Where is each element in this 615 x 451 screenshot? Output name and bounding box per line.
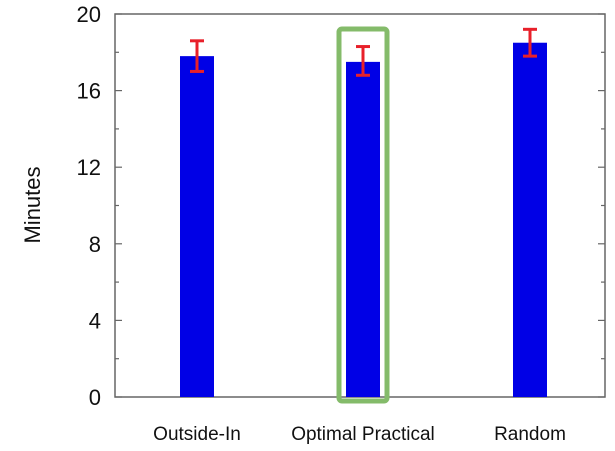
bar-random (513, 42, 547, 397)
y-tick-label: 4 (89, 308, 101, 333)
x-tick-label: Optimal Practical (291, 424, 435, 445)
x-tick-label: Random (494, 424, 566, 445)
y-tick-label: 20 (77, 2, 101, 27)
x-tick-label: Outside-In (153, 424, 241, 445)
y-tick-label: 8 (89, 232, 101, 257)
bar-outside-in (180, 56, 214, 397)
y-tick-label: 16 (77, 79, 101, 104)
y-tick-label: 0 (89, 385, 101, 410)
y-axis-label: Minutes (20, 166, 45, 243)
bar-optimal-practical (346, 61, 380, 397)
y-tick-label: 12 (77, 155, 101, 180)
highlight-box (336, 26, 390, 404)
